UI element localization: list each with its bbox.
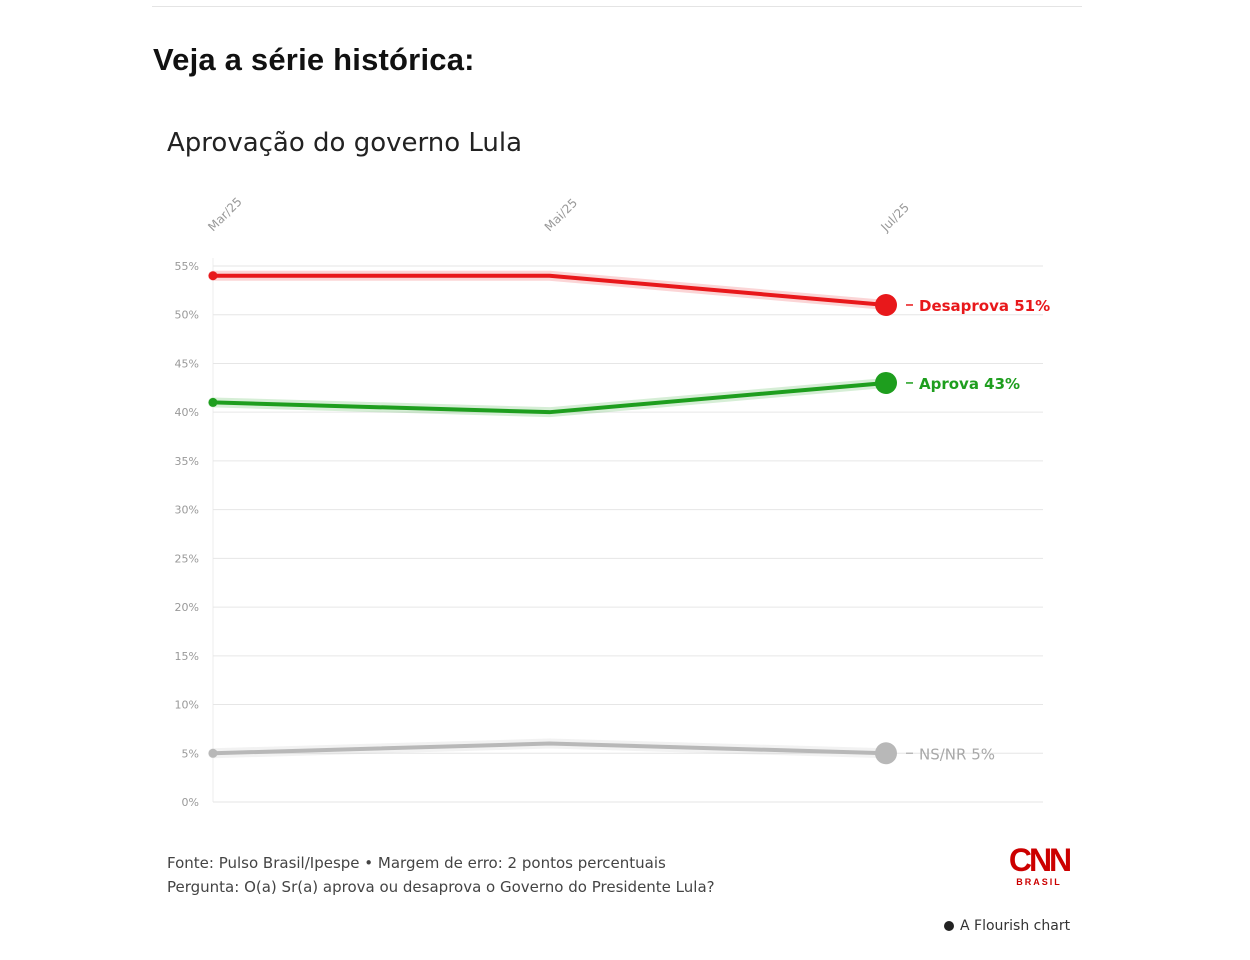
data-point-end-aprova bbox=[875, 371, 897, 394]
y-tick-label: 45% bbox=[175, 357, 199, 370]
y-tick-label: 50% bbox=[175, 309, 199, 322]
y-tick-label: 35% bbox=[175, 455, 199, 468]
y-tick-label: 20% bbox=[175, 601, 199, 614]
end-label-aprova: Aprova 43% bbox=[919, 375, 1020, 393]
y-tick-label: 55% bbox=[175, 260, 199, 273]
x-tick-label: Jul/25 bbox=[878, 200, 913, 235]
chart-footer: Fonte: Pulso Brasil/Ipespe • Margem de e… bbox=[167, 851, 715, 899]
series-line-aprova bbox=[211, 380, 888, 415]
flourish-icon bbox=[944, 921, 954, 931]
end-label-ns-nr: NS/NR 5% bbox=[919, 745, 995, 763]
y-tick-label: 30% bbox=[175, 504, 199, 517]
series-line-desaprova bbox=[211, 273, 888, 307]
y-tick-label: 40% bbox=[175, 406, 199, 419]
x-tick-label: Mai/25 bbox=[542, 196, 580, 234]
data-point-end-ns-nr bbox=[875, 742, 897, 765]
data-point-start-desaprova bbox=[208, 271, 218, 281]
series-line-ns-nr bbox=[211, 741, 888, 756]
y-tick-label: 10% bbox=[175, 699, 199, 712]
cnn-brasil-logo[interactable]: CNN BRASIL bbox=[1004, 844, 1074, 888]
series-glow-aprova bbox=[208, 377, 891, 418]
data-point-start-ns-nr bbox=[208, 748, 218, 758]
question-note: Pergunta: O(a) Sr(a) aprova ou desaprova… bbox=[167, 878, 715, 896]
top-divider bbox=[152, 6, 1082, 7]
y-tick-label: 25% bbox=[175, 552, 199, 565]
flourish-credit-text: A Flourish chart bbox=[960, 918, 1071, 934]
y-tick-label: 5% bbox=[182, 747, 199, 760]
y-tick-label: 15% bbox=[175, 650, 199, 663]
data-point-start-aprova bbox=[208, 397, 218, 407]
logo-wordmark: CNN bbox=[1008, 842, 1072, 878]
end-label-desaprova: Desaprova 51% bbox=[919, 297, 1050, 315]
chart-title: Aprovação do governo Lula bbox=[167, 128, 523, 158]
page-heading: Veja a série histórica: bbox=[153, 42, 475, 77]
series-glow-desaprova bbox=[208, 270, 891, 310]
line-chart: 0% 5% 10% 15% 20% 25% 30% 35% 40% 45% 50% 55% Mar/25… bbox=[175, 195, 1051, 809]
data-point-end-desaprova bbox=[875, 293, 897, 316]
logo-subtitle: BRASIL bbox=[1016, 877, 1062, 887]
x-tick-label: Mar/25 bbox=[205, 195, 245, 235]
source-note: Fonte: Pulso Brasil/Ipespe • Margem de e… bbox=[167, 854, 666, 872]
y-tick-label: 0% bbox=[182, 796, 199, 809]
flourish-credit-link[interactable]: A Flourish chart bbox=[944, 918, 1070, 934]
